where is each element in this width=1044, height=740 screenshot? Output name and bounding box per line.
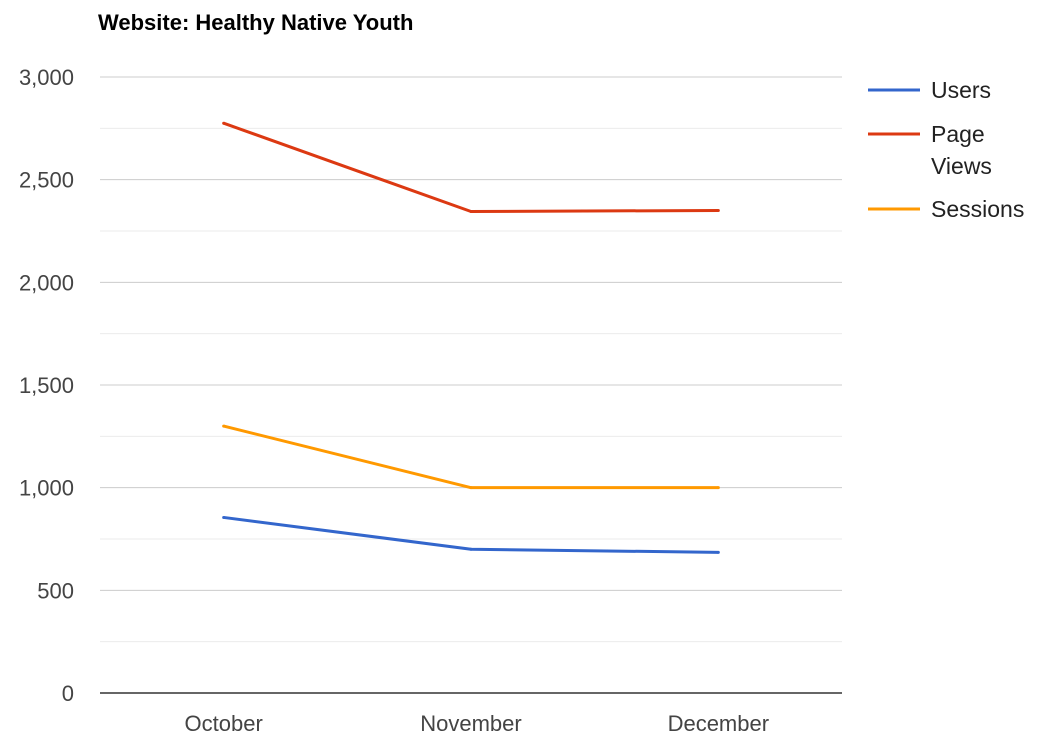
series-line xyxy=(223,424,719,490)
legend-item: Page Views xyxy=(868,121,992,179)
x-tick-label: October xyxy=(185,711,263,736)
data-point xyxy=(716,208,720,212)
data-point xyxy=(222,121,226,125)
series-sessions xyxy=(222,424,720,490)
data-point xyxy=(469,547,473,551)
x-axis-tick-labels: October November December xyxy=(185,711,770,736)
y-tick-label: 3,000 xyxy=(19,65,74,90)
y-tick-label: 0 xyxy=(62,681,74,706)
legend-label: Sessions xyxy=(931,196,1024,222)
gridlines xyxy=(100,76,842,643)
y-tick-label: 1,000 xyxy=(19,476,74,501)
legend-item: Users xyxy=(868,77,991,103)
data-point xyxy=(222,424,226,428)
y-tick-label: 2,000 xyxy=(19,270,74,295)
data-point xyxy=(716,486,720,490)
y-tick-label: 2,500 xyxy=(19,168,74,193)
data-point xyxy=(222,515,226,519)
series-line xyxy=(223,515,719,554)
chart-title: Website: Healthy Native Youth xyxy=(98,10,413,35)
legend-label: Users xyxy=(931,77,991,103)
x-tick-label: December xyxy=(668,711,769,736)
x-tick-label: November xyxy=(420,711,521,736)
y-tick-label: 500 xyxy=(37,578,74,603)
series-line xyxy=(223,121,719,213)
y-axis-tick-labels: 0 500 1,000 1,500 2,000 2,500 3,000 xyxy=(19,65,74,706)
legend-label: Page Views xyxy=(931,121,992,179)
data-point xyxy=(469,486,473,490)
data-point xyxy=(469,209,473,213)
y-tick-label: 1,500 xyxy=(19,373,74,398)
series-page-views xyxy=(222,121,720,213)
legend-item: Sessions xyxy=(868,196,1024,222)
legend: Users Page Views Sessions xyxy=(868,77,1024,222)
series-lines xyxy=(222,121,720,554)
series-users xyxy=(222,515,720,554)
data-point xyxy=(716,550,720,554)
